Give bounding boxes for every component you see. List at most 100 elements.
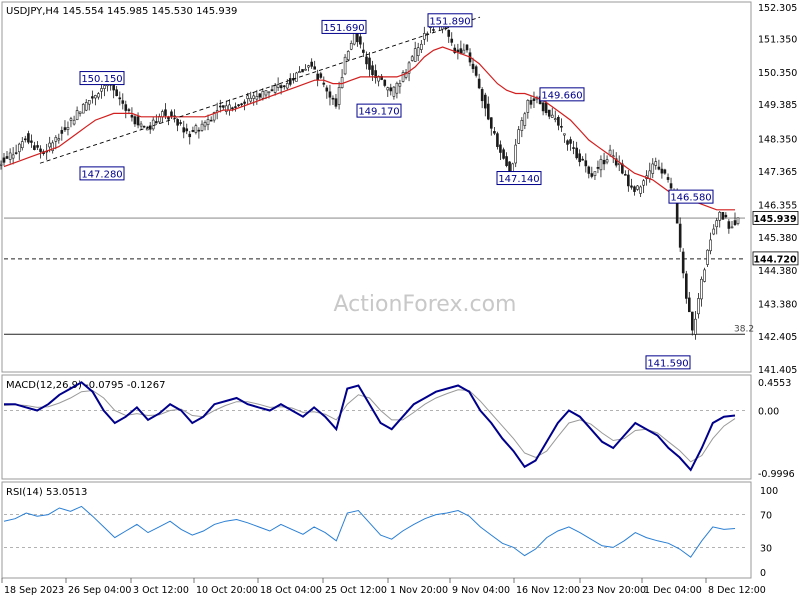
level-annotation-label: 151.690 <box>323 23 364 34</box>
ma-line <box>3 46 735 211</box>
candle-body <box>627 174 630 187</box>
price-tick-label: 145.380 <box>758 233 797 244</box>
candle-body <box>465 44 469 51</box>
candle-body <box>346 51 350 60</box>
candle-body <box>103 85 106 89</box>
candle-body <box>48 142 51 148</box>
level-annotation-label: 149.660 <box>541 90 582 101</box>
candle-body <box>508 161 511 173</box>
level-annotation-box <box>79 166 125 181</box>
candle-body <box>91 96 94 99</box>
price-panel <box>1 1 752 373</box>
candle-body <box>87 100 91 105</box>
candle-body <box>563 133 566 136</box>
candle-body <box>337 87 341 105</box>
candle-body <box>197 129 201 132</box>
candle-body <box>39 148 42 152</box>
candle-body <box>636 185 639 190</box>
candle-body <box>456 49 460 52</box>
candle-body <box>654 161 658 166</box>
candle-body <box>706 249 709 265</box>
candle-body <box>523 113 527 126</box>
candle-body <box>395 82 399 94</box>
candle-body <box>343 56 347 75</box>
level-annotation-box <box>539 87 585 102</box>
axis-layer: 18 Sep 2023 26 Sep 04:00 3 Oct 12:00 10 Oct… <box>1 578 766 596</box>
candle-body <box>736 217 740 224</box>
candle-body <box>182 127 186 133</box>
candle-body <box>496 133 499 147</box>
x-tick-label: 1 Nov 20:00 <box>390 585 448 596</box>
x-tick-label: 18 Oct 04:00 <box>260 585 322 596</box>
candle-body <box>288 78 292 85</box>
candle-body <box>374 70 377 79</box>
candle-body <box>27 133 30 143</box>
candle-body <box>474 66 478 76</box>
x-tick-label: 1 Dec 04:00 <box>644 585 702 596</box>
candle-body <box>191 130 195 132</box>
candle-body <box>352 31 356 45</box>
candle-body <box>319 73 323 78</box>
candle-body <box>14 152 18 154</box>
candle-body <box>526 100 530 113</box>
candle-body <box>617 162 621 166</box>
candle-body <box>66 127 70 130</box>
candle-body <box>78 111 82 114</box>
x-tick-label: 25 Oct 12:00 <box>325 585 387 596</box>
macd-tick-label: -0.9996 <box>758 469 795 480</box>
x-tick-label: 18 Sep 2023 <box>4 585 64 596</box>
x-tick-label: 23 Nov 20:00 <box>582 585 646 596</box>
candle-body <box>243 101 246 104</box>
candle-body <box>322 82 326 85</box>
level-annotation-label: 147.140 <box>498 174 539 185</box>
candle-body <box>30 140 33 143</box>
candle-body <box>639 186 642 194</box>
candle-body <box>663 169 667 174</box>
macd-series-layer: 0.4553 0.00 -0.9996 <box>3 378 795 480</box>
candle-body <box>270 89 274 92</box>
fib-level-label: 38.2 <box>734 324 754 334</box>
candle-body <box>63 127 67 131</box>
price-tick-label: 146.355 <box>758 201 797 212</box>
price-tick-label: 142.405 <box>758 332 797 343</box>
candle-body <box>380 75 383 80</box>
candle-body <box>81 104 85 114</box>
level-annotation-box <box>496 171 542 186</box>
candle-body <box>179 122 182 124</box>
candle-body <box>529 100 533 105</box>
candle-body <box>666 177 670 180</box>
candle-body <box>127 109 131 111</box>
candle-body <box>694 318 697 335</box>
candle-body <box>392 86 396 97</box>
candle-body <box>389 87 393 92</box>
candle-body <box>514 144 518 164</box>
candle-body <box>145 128 149 131</box>
candle-body <box>225 105 228 112</box>
candle-body <box>727 221 731 229</box>
candle-body <box>362 49 365 53</box>
candle-body <box>188 133 192 138</box>
current-price-tag: 145.939 <box>753 214 796 225</box>
candle-body <box>100 88 103 92</box>
candle-body <box>240 103 243 106</box>
candle-body <box>206 119 210 125</box>
candle-body <box>298 71 301 74</box>
candle-body <box>359 36 362 45</box>
candle-body <box>340 77 344 88</box>
candle-body <box>267 91 271 94</box>
candle-body <box>432 29 435 31</box>
candle-body <box>33 145 36 150</box>
current-price-tag-box <box>752 211 799 225</box>
candle-body <box>118 97 122 100</box>
price-series-layer <box>0 16 745 340</box>
price-tick-label: 149.385 <box>758 100 797 111</box>
macd-tick-label: 0.4553 <box>758 378 791 389</box>
candle-body <box>511 163 515 173</box>
level-annotation-box <box>427 13 473 28</box>
candle-body <box>605 159 609 163</box>
x-tick-label: 10 Oct 20:00 <box>196 585 258 596</box>
candle-body <box>310 61 313 67</box>
candle-body <box>721 212 725 220</box>
candle-body <box>642 180 645 186</box>
candle-body <box>148 125 152 130</box>
